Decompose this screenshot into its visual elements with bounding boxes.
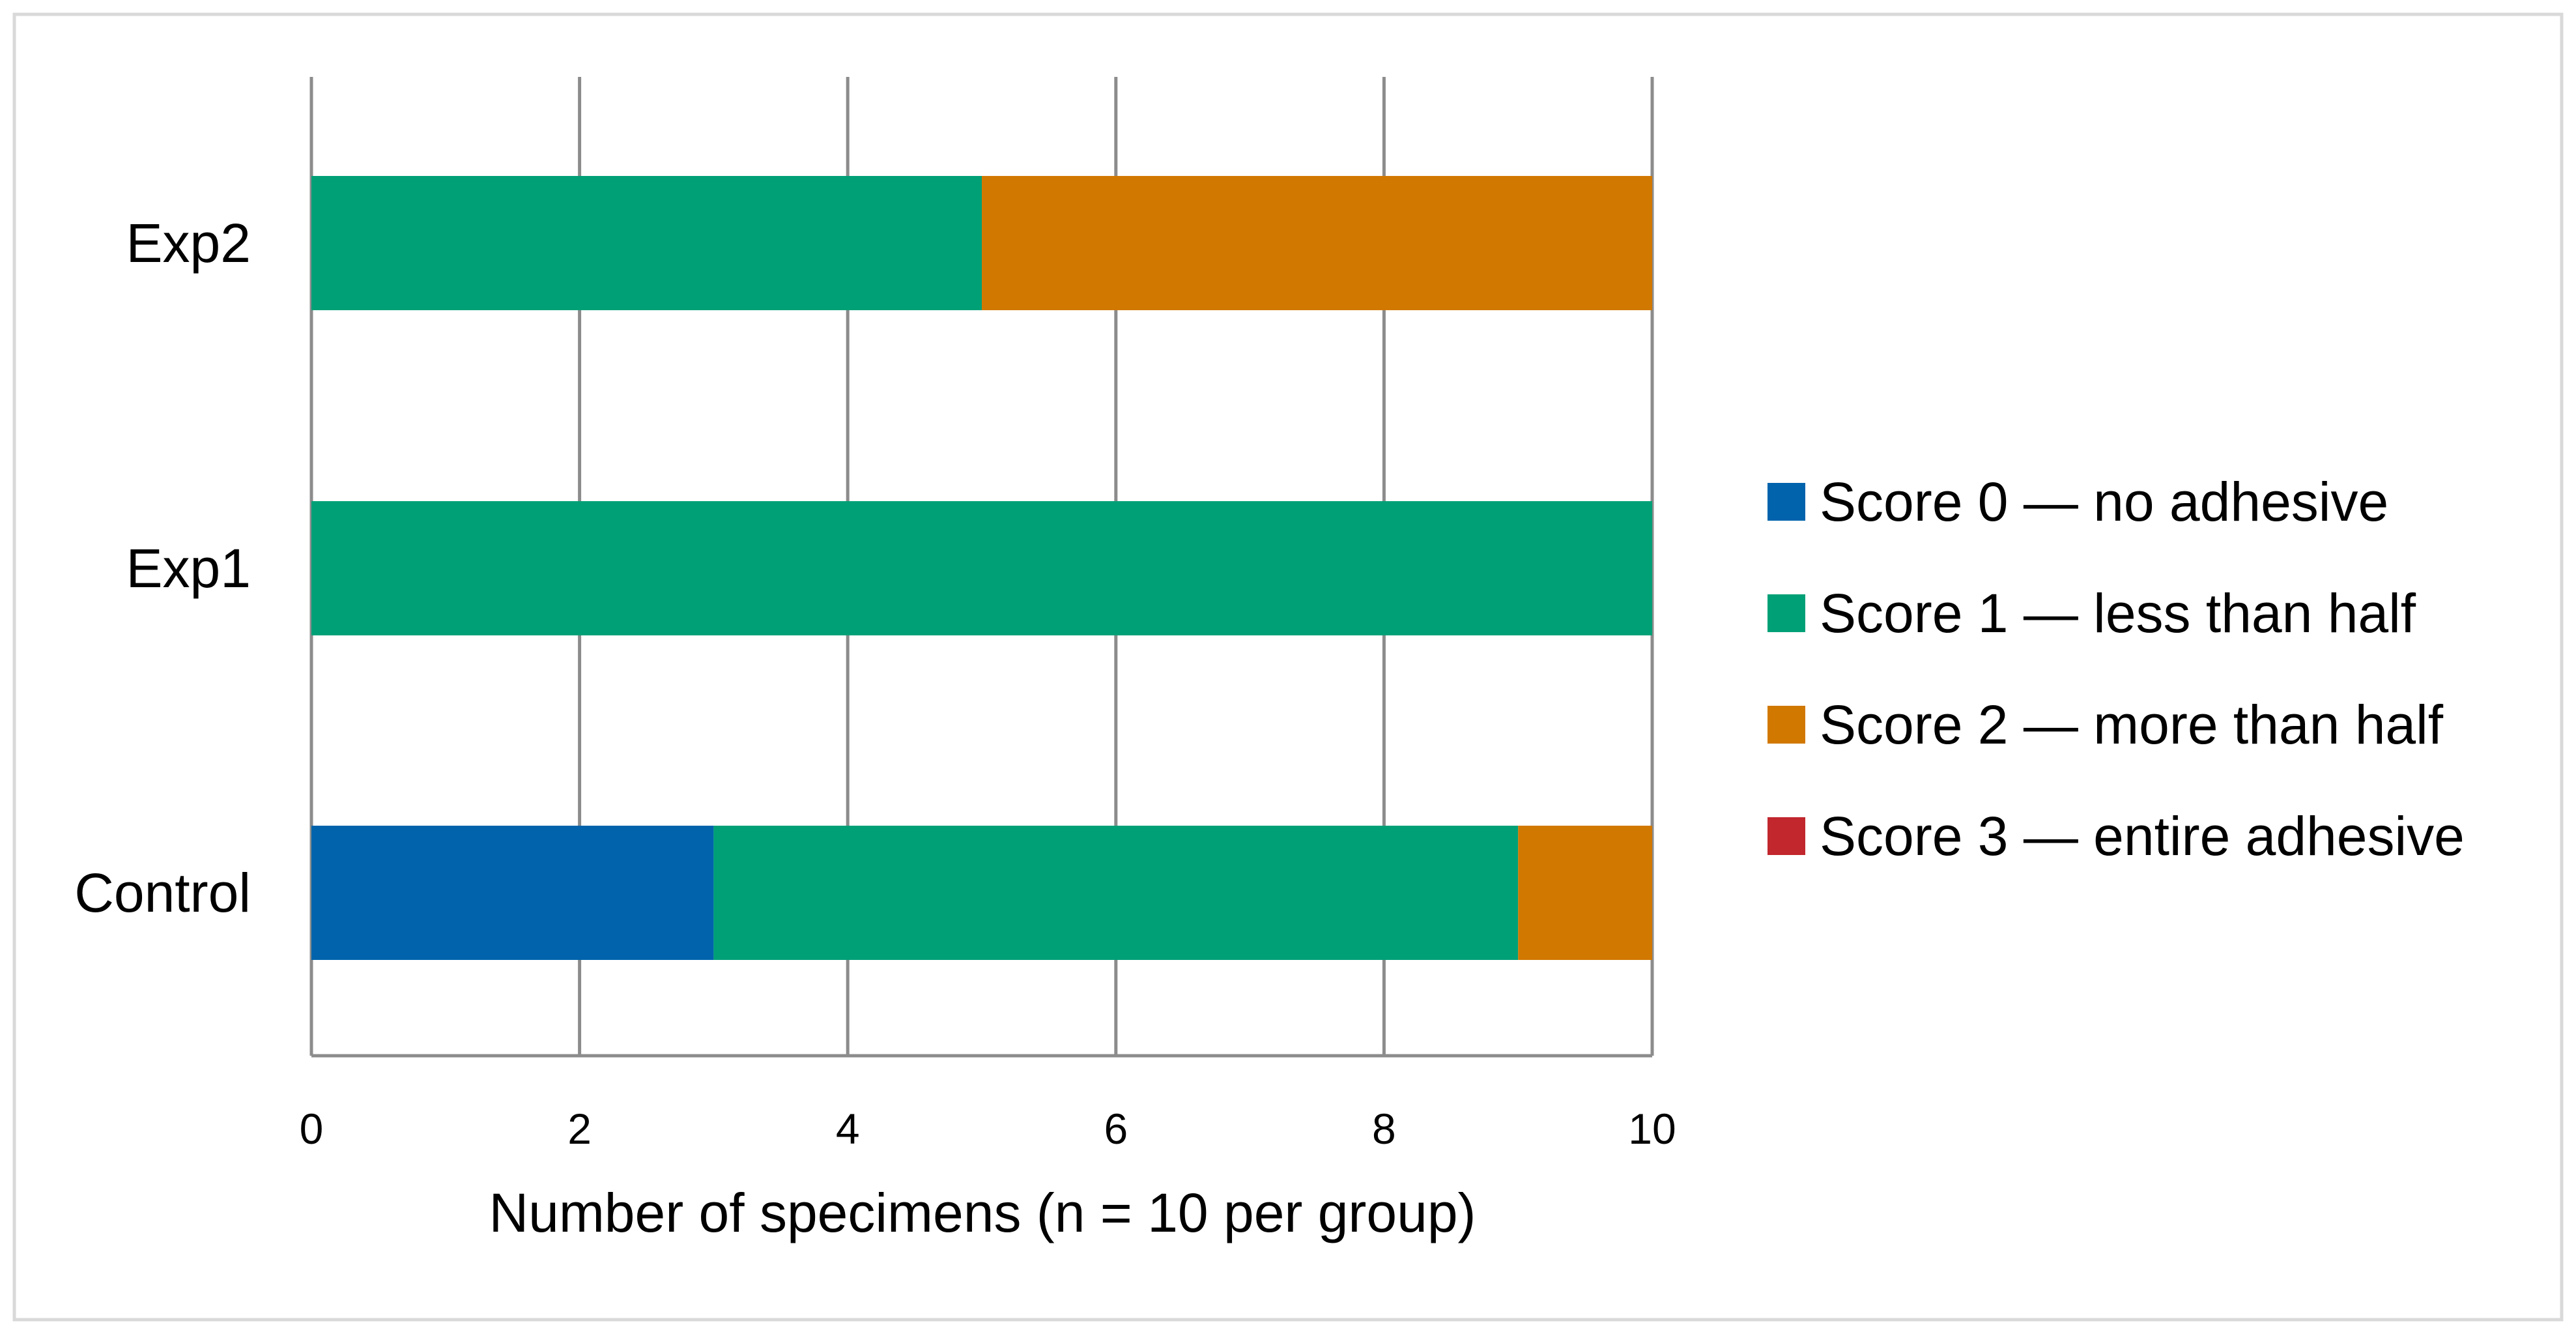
bar-segment	[311, 501, 1652, 635]
bar-segment	[982, 176, 1652, 310]
legend-swatch	[1767, 594, 1805, 632]
bars	[311, 176, 1652, 960]
bar-segment	[1518, 826, 1652, 960]
legend-swatch	[1767, 817, 1805, 855]
legend-swatch	[1767, 706, 1805, 744]
category-label: Control	[74, 862, 251, 923]
x-tick-label: 4	[836, 1105, 860, 1153]
axis-labels: 0 2 4 6 8 10 Control Exp1 Exp2	[74, 212, 1676, 1153]
bar-segment	[311, 826, 714, 960]
legend-label: Score 1 — less than half	[1820, 583, 2416, 644]
legend-label: Score 2 — more than half	[1820, 694, 2444, 755]
legend: Score 0 — no adhesive Score 1 — less than…	[1767, 471, 2465, 867]
bar-segment	[311, 176, 982, 310]
legend-label: Score 3 — entire adhesive	[1820, 805, 2465, 867]
x-tick-label: 6	[1104, 1105, 1128, 1153]
x-axis-title: Number of specimens (n = 10 per group)	[489, 1182, 1476, 1243]
legend-label: Score 0 — no adhesive	[1820, 471, 2388, 532]
category-label: Exp2	[126, 212, 251, 274]
x-tick-label: 8	[1372, 1105, 1396, 1153]
bar-segment	[713, 826, 1519, 960]
x-tick-label: 2	[567, 1105, 592, 1153]
legend-swatch	[1767, 483, 1805, 521]
x-tick-label: 0	[300, 1105, 324, 1153]
x-tick-label: 10	[1628, 1105, 1676, 1153]
category-label: Exp1	[126, 538, 251, 599]
